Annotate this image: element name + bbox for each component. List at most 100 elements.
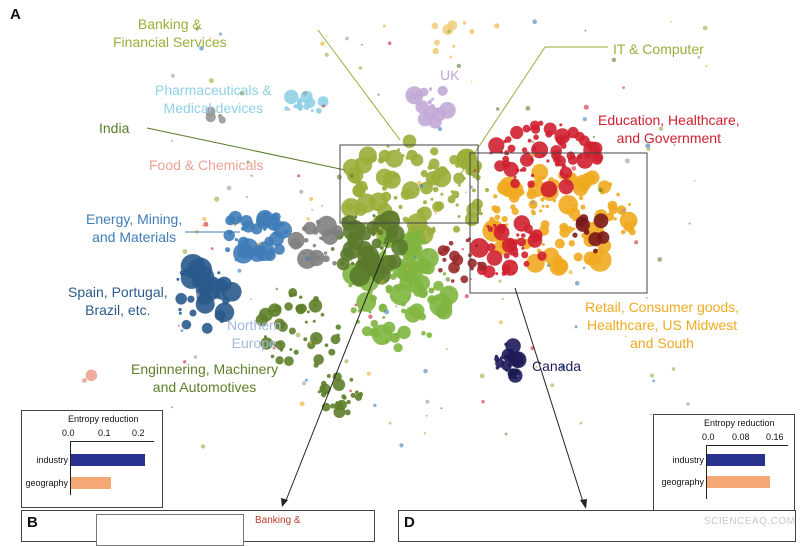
company-node [369, 154, 378, 163]
company-node [423, 200, 427, 205]
company-node [702, 25, 708, 31]
company-node [399, 443, 404, 448]
company-node [448, 240, 454, 246]
company-node [540, 181, 557, 198]
company-node [419, 183, 424, 188]
label-banking-cut: Banking & [255, 515, 301, 526]
company-node [456, 63, 461, 69]
company-node [579, 421, 583, 425]
company-node [273, 230, 279, 236]
company-node [572, 218, 577, 222]
company-node [336, 174, 342, 180]
company-node [442, 257, 447, 262]
company-node [442, 24, 454, 35]
company-node [359, 261, 368, 270]
company-node [310, 109, 314, 113]
company-node [312, 319, 316, 323]
company-node [214, 284, 217, 287]
company-node [474, 244, 479, 248]
company-node [542, 247, 560, 264]
company-node [270, 354, 275, 359]
company-node [304, 320, 308, 324]
company-node [381, 185, 388, 191]
label-food: Food & Chemicals [149, 157, 264, 173]
company-node [180, 329, 184, 333]
watermark: SCIENCEAQ.COM [704, 516, 796, 527]
company-node [313, 296, 319, 302]
company-node [535, 365, 538, 368]
company-node [218, 32, 222, 36]
company-node [558, 195, 578, 215]
company-node [487, 226, 494, 232]
company-node [565, 173, 569, 178]
company-node [408, 92, 417, 101]
company-node [545, 204, 549, 209]
company-node [303, 337, 308, 342]
company-node [504, 432, 508, 436]
company-node [620, 229, 626, 235]
company-node [645, 297, 648, 299]
company-node [170, 73, 175, 78]
company-node [277, 344, 280, 347]
company-node [326, 374, 331, 378]
company-node [465, 238, 470, 243]
company-node [377, 229, 384, 236]
company-node [397, 264, 416, 283]
company-node [509, 368, 520, 379]
company-node [256, 210, 274, 228]
company-node [321, 392, 327, 398]
company-node [344, 409, 351, 416]
inset-right-cat-industry: industry [672, 455, 704, 465]
company-node [494, 23, 500, 29]
company-node [532, 19, 537, 25]
company-node [342, 274, 345, 277]
company-node [420, 170, 428, 178]
inset-left-bar-geography [71, 477, 112, 489]
company-node [335, 324, 341, 330]
company-node [414, 275, 431, 291]
company-node [371, 238, 382, 249]
company-node [234, 238, 238, 242]
company-node [440, 192, 444, 196]
company-node [546, 159, 550, 163]
company-node [501, 216, 508, 223]
company-node [349, 222, 354, 227]
company-node [226, 185, 232, 191]
company-node [449, 155, 459, 165]
company-node [460, 275, 469, 284]
company-node [284, 106, 289, 111]
company-node [410, 153, 424, 167]
company-node [307, 341, 316, 350]
company-node [456, 149, 477, 170]
company-node [520, 153, 534, 167]
company-node [424, 248, 429, 253]
company-node [309, 341, 313, 345]
company-node [410, 237, 417, 244]
company-node [284, 89, 299, 105]
company-node [500, 229, 504, 233]
company-node [510, 125, 524, 140]
company-node [431, 97, 434, 101]
company-node [298, 98, 302, 102]
company-node [371, 265, 391, 285]
company-node [541, 243, 545, 246]
company-node [531, 163, 549, 181]
company-node [673, 143, 676, 146]
company-node [209, 37, 212, 40]
label-retail: Retail, Consumer goods, Healthcare, US M… [585, 299, 740, 351]
company-node [336, 333, 340, 337]
inset-right-tick-2: 0.16 [766, 432, 784, 442]
company-node [348, 283, 353, 288]
company-node [295, 332, 301, 338]
company-node [349, 389, 352, 393]
company-node [428, 158, 440, 170]
company-node [447, 29, 451, 34]
label-education: Education, Healthcare, and Government [598, 112, 740, 146]
company-node [457, 215, 461, 218]
company-node [375, 168, 393, 186]
company-node [274, 244, 285, 255]
company-node [436, 296, 440, 301]
label-northern: Northern Europe [227, 317, 282, 351]
inset-left-bar-industry [71, 454, 145, 466]
company-node [324, 343, 329, 348]
